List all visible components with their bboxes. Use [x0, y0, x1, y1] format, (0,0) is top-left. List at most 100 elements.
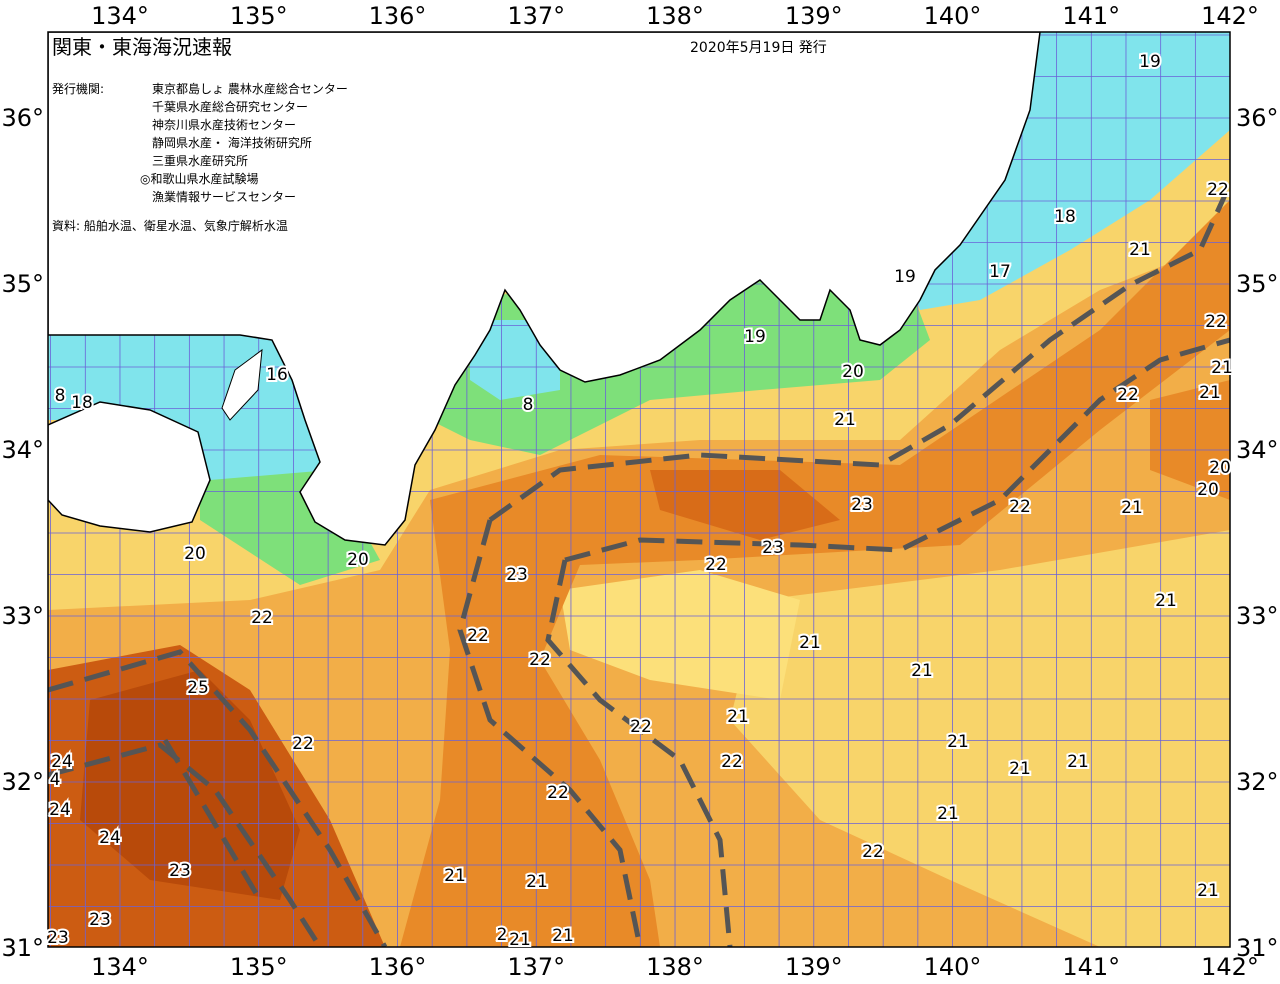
- contour-label: 21: [1121, 498, 1143, 518]
- contour-label: 21: [552, 926, 574, 946]
- contour-label: 22: [630, 717, 652, 737]
- lat-label: 35°: [1236, 270, 1279, 298]
- contour-label: 23: [851, 495, 873, 515]
- contour-label: 22: [251, 608, 273, 628]
- contour-label: 21: [1129, 240, 1151, 260]
- lat-label: 35°: [1, 270, 44, 298]
- contour-label: 23: [89, 910, 111, 930]
- lon-label: 139°: [785, 2, 843, 30]
- issuer-label: 発行機関:: [52, 81, 104, 96]
- contour-label: 22: [1009, 497, 1031, 517]
- contour-label: 22: [705, 555, 727, 575]
- lat-label: 36°: [1236, 104, 1279, 132]
- contour-label: 22: [1207, 180, 1229, 200]
- contour-label: 21: [727, 707, 749, 727]
- lon-label: 134°: [91, 953, 149, 980]
- frame: [47, 31, 1231, 948]
- lon-label: 142°: [1201, 2, 1259, 30]
- issuer: ◎和歌山県水産試験場: [140, 171, 258, 186]
- contour-label: 21: [937, 804, 959, 824]
- lat-label: 34°: [1, 436, 44, 464]
- lat-label: 32°: [1236, 768, 1279, 796]
- contour-label: 24: [99, 828, 121, 848]
- contour-label: 17: [989, 262, 1011, 282]
- contour-label: 19: [894, 267, 916, 287]
- lat-label: 33°: [1236, 602, 1279, 630]
- contour-label: 23: [47, 928, 69, 948]
- lon-label: 138°: [646, 2, 704, 30]
- contour-label: 16: [266, 365, 288, 385]
- contour-label: 18: [71, 393, 93, 413]
- contour-label: 23: [169, 861, 191, 881]
- lon-label: 140°: [924, 953, 982, 980]
- issuer: 千葉県水産総合研究センター: [152, 99, 308, 114]
- contour-label: 21: [509, 930, 531, 950]
- contour-label: 24: [51, 752, 73, 772]
- contour-label: 20: [842, 362, 864, 382]
- contour-label: 22: [467, 626, 489, 646]
- lat-label: 33°: [1, 602, 44, 630]
- contour-label: 8: [55, 386, 66, 406]
- lon-label: 141°: [1062, 2, 1120, 30]
- lon-label: 135°: [230, 953, 288, 980]
- sea-surface: [48, 32, 1230, 947]
- lon-label: 135°: [230, 2, 288, 30]
- source: 資料: 船舶水温、衛星水温、気象庁解析水温: [52, 218, 288, 233]
- lat-label: 36°: [1, 104, 44, 132]
- contour-label: 19: [744, 327, 766, 347]
- issuer: 東京都島しょ 農林水産総合センター: [152, 81, 348, 96]
- lat-label: 34°: [1236, 436, 1279, 464]
- contour-label: 21: [1199, 383, 1221, 403]
- issuer: 神奈川県水産技術センター: [152, 117, 296, 132]
- contour-label: 8: [523, 395, 534, 415]
- contour-label: 23: [762, 538, 784, 558]
- contour-label: 20: [1209, 458, 1231, 478]
- contour-label: 21: [1155, 591, 1177, 611]
- contour-label: 21: [834, 410, 856, 430]
- lon-label: 140°: [924, 2, 982, 30]
- contour-label: 22: [529, 650, 551, 670]
- contour-label: 21: [1067, 752, 1089, 772]
- contour-label: 21: [1211, 358, 1233, 378]
- contour-label: 21: [1009, 759, 1031, 779]
- lon-label: 137°: [507, 953, 565, 980]
- contour-label: 25: [187, 678, 209, 698]
- lon-label: 136°: [369, 953, 427, 980]
- contour-label: 23: [506, 565, 528, 585]
- contour-label: 20: [347, 550, 369, 570]
- land: [48, 401, 211, 533]
- kuroshio-axis: [48, 193, 1230, 947]
- contour-label: 21: [911, 661, 933, 681]
- land: [48, 32, 1041, 546]
- issue-date: 2020年5月19日 発行: [690, 40, 827, 56]
- contour-label: 22: [547, 783, 569, 803]
- contour-label: 21: [444, 866, 466, 886]
- contour-label: 22: [721, 752, 743, 772]
- contour-label: 21: [799, 633, 821, 653]
- contour-label: 4: [50, 770, 61, 790]
- contour-label: 21: [947, 732, 969, 752]
- contour-label: 20: [184, 544, 206, 564]
- lon-label: 138°: [646, 953, 704, 980]
- lat-label: 31°: [1, 934, 44, 962]
- contour-label: 21: [526, 872, 548, 892]
- lon-label: 141°: [1062, 953, 1120, 980]
- contour-label: 20: [1197, 480, 1219, 500]
- contour-label: 21: [1197, 881, 1219, 901]
- contour-label: 18: [1054, 207, 1076, 227]
- contour-label: 2: [497, 925, 508, 945]
- island: [221, 348, 263, 421]
- title: 関東・東海海況速報: [52, 35, 232, 59]
- contour-label: 22: [862, 842, 884, 862]
- issuer: 漁業情報サービスセンター: [152, 190, 296, 204]
- issuer: 三重県水産研究所: [152, 153, 248, 168]
- contour-label: 22: [1117, 385, 1139, 405]
- lon-label: 142°: [1201, 953, 1259, 980]
- lon-label: 134°: [91, 2, 149, 30]
- lon-label: 136°: [369, 2, 427, 30]
- lat-label: 31°: [1236, 934, 1279, 962]
- lat-label: 32°: [1, 768, 44, 796]
- issuer: 静岡県水産・ 海洋技術研究所: [152, 135, 312, 150]
- contour-label: 24: [49, 800, 71, 820]
